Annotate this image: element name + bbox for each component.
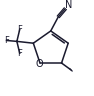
Text: F: F [17,25,22,34]
Text: F: F [17,49,22,58]
Text: F: F [4,36,9,45]
Text: N: N [65,0,72,10]
Text: O: O [35,59,43,69]
